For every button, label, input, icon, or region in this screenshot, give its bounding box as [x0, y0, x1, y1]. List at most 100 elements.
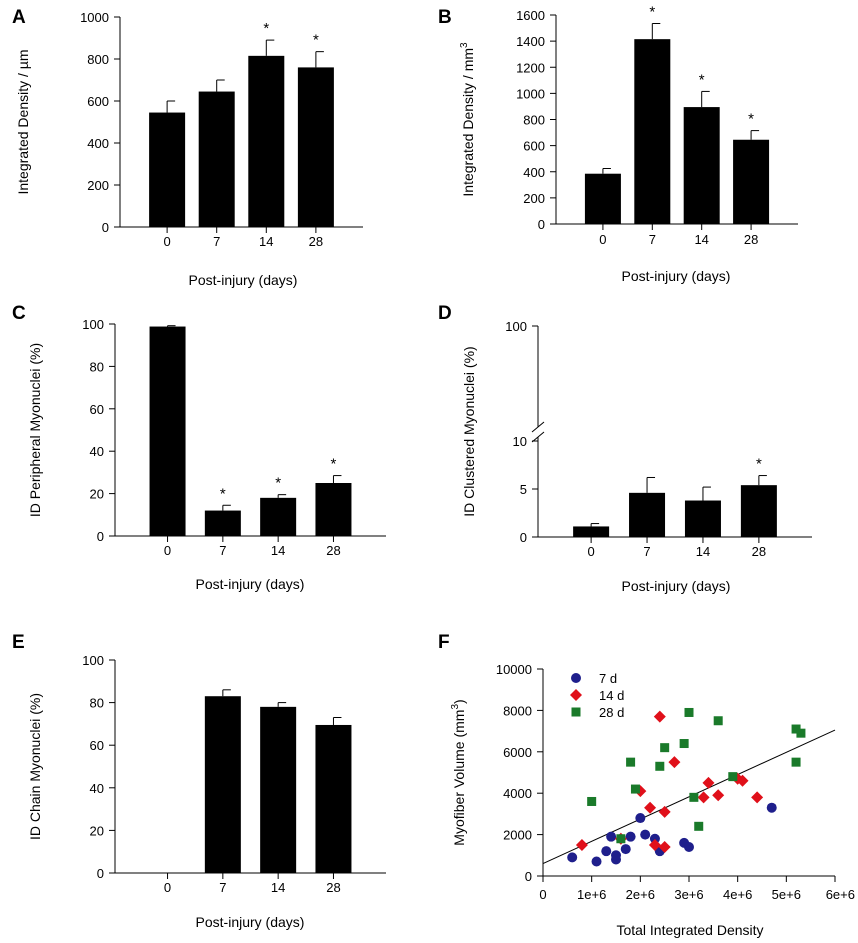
point-7d	[625, 831, 636, 842]
y-tick-label: 200	[523, 191, 545, 206]
point-28d	[791, 724, 801, 734]
x-tick-label: 2e+6	[626, 887, 655, 902]
x-tick-label: 0	[539, 887, 546, 902]
x-axis-label: Post-injury (days)	[189, 272, 298, 288]
x-axis-label: Total Integrated Density	[616, 922, 763, 938]
point-14d	[697, 791, 710, 804]
point-14d	[668, 756, 681, 769]
significance-marker: *	[313, 32, 319, 49]
y-tick-label: 0	[97, 529, 104, 544]
y-tick-label: 1000	[516, 86, 545, 101]
y-axis-label: ID Peripheral Myonuclei (%)	[27, 343, 43, 517]
y-tick-label: 600	[523, 139, 545, 154]
legend-label: 7 d	[599, 671, 617, 686]
panel-D: D 0 5 10 100 0 7 14 28 * Post-injury (days) ID Clus…	[438, 303, 812, 594]
panel-label-D: D	[438, 303, 452, 324]
y-axis-label-text: ID Peripheral Myonuclei (%)	[27, 343, 43, 517]
legend-label: 14 d	[599, 688, 624, 703]
point-14d	[658, 805, 671, 818]
point-28d	[587, 796, 597, 806]
bar-0	[149, 326, 186, 536]
bar-0	[149, 112, 186, 227]
x-tick-label: 0	[163, 234, 170, 249]
significance-marker: *	[331, 456, 337, 473]
y-tick-label: 100	[82, 653, 104, 668]
y-tick-label: 20	[90, 823, 104, 838]
bar-14	[683, 107, 720, 224]
significance-marker: *	[699, 71, 705, 88]
point-28d	[684, 707, 694, 717]
bar-7	[198, 91, 235, 227]
y-tick-label: 0	[525, 869, 532, 884]
x-axis-label: Post-injury (days)	[622, 578, 731, 594]
point-7d	[620, 844, 631, 855]
point-7d	[640, 829, 651, 840]
point-14d	[644, 801, 657, 814]
y-axis-label: ID Clustered Myonuclei (%)	[461, 346, 477, 516]
x-tick-label: 3e+6	[674, 887, 703, 902]
y-tick-label: 800	[523, 113, 545, 128]
point-14d	[653, 710, 666, 723]
point-7d	[649, 833, 660, 844]
point-14d	[648, 838, 661, 851]
point-7d	[766, 802, 777, 813]
y-tick-label: 8000	[503, 703, 532, 718]
y-tick-label: 20	[90, 487, 104, 502]
point-28d	[694, 821, 704, 831]
x-tick-label: 0	[588, 544, 595, 559]
x-tick-label: 6e+6	[826, 887, 855, 902]
y-tick-label: 0	[102, 220, 109, 235]
bar-14	[248, 55, 285, 227]
bar-14	[684, 500, 721, 537]
y-axis-label-text: ID Clustered Myonuclei (%)	[461, 346, 477, 516]
panel-label-B: B	[438, 7, 452, 28]
y-tick-label: 10000	[496, 662, 532, 677]
x-tick-label: 14	[271, 880, 285, 895]
point-7d	[684, 842, 694, 853]
significance-marker: *	[220, 485, 226, 502]
x-tick-label: 14	[696, 544, 710, 559]
x-tick-label: 7	[219, 543, 226, 558]
x-tick-label: 7	[219, 880, 226, 895]
y-tick-label: 60	[90, 402, 104, 417]
point-14d	[575, 838, 588, 851]
point-28d	[655, 761, 665, 771]
bar-0	[584, 173, 621, 224]
y-tick-label: 80	[90, 359, 104, 374]
x-tick-label: 7	[213, 234, 220, 249]
panel-C: C 0 20 40 60 80 100 0 7 * 14 * 28 * Post-injury (days)…	[12, 303, 386, 592]
panel-label-E: E	[12, 632, 25, 653]
y-axis-label-text: Myofiber Volume (mm	[451, 710, 467, 846]
y-axis-label-superscript: 3	[459, 42, 470, 48]
point-28d	[728, 772, 738, 782]
y-tick-label: 1000	[80, 10, 109, 25]
axis-break-mark	[531, 421, 545, 433]
bar-28	[740, 485, 777, 537]
bar-7	[634, 39, 671, 225]
panel-E: E 0 20 40 60 80 100 0 7 14 28 Post-injury (days) ID …	[12, 632, 386, 930]
panel-label-A: A	[12, 7, 26, 28]
bar-7	[204, 696, 241, 873]
y-tick-label: 6000	[503, 745, 532, 760]
x-tick-label: 28	[309, 234, 323, 249]
point-14d	[751, 791, 764, 804]
point-14d	[702, 776, 715, 789]
y-axis-label: ID Chain Myonuclei (%)	[27, 693, 43, 840]
x-tick-label: 1e+6	[577, 887, 606, 902]
bar-28	[733, 139, 770, 224]
y-axis-label: Integrated Density / µm	[15, 49, 31, 194]
x-tick-label: 14	[694, 232, 708, 247]
legend-label: 28 d	[599, 705, 624, 720]
point-14d	[712, 789, 725, 802]
trendline	[542, 729, 836, 865]
legend-marker-28d	[571, 707, 581, 717]
bar-0	[573, 526, 610, 537]
significance-marker: *	[756, 456, 762, 473]
x-tick-label: 4e+6	[723, 887, 752, 902]
point-28d	[630, 784, 640, 794]
point-7d	[567, 852, 578, 863]
point-28d	[626, 757, 636, 767]
point-28d	[791, 757, 801, 767]
y-tick-label: 1600	[516, 8, 545, 23]
